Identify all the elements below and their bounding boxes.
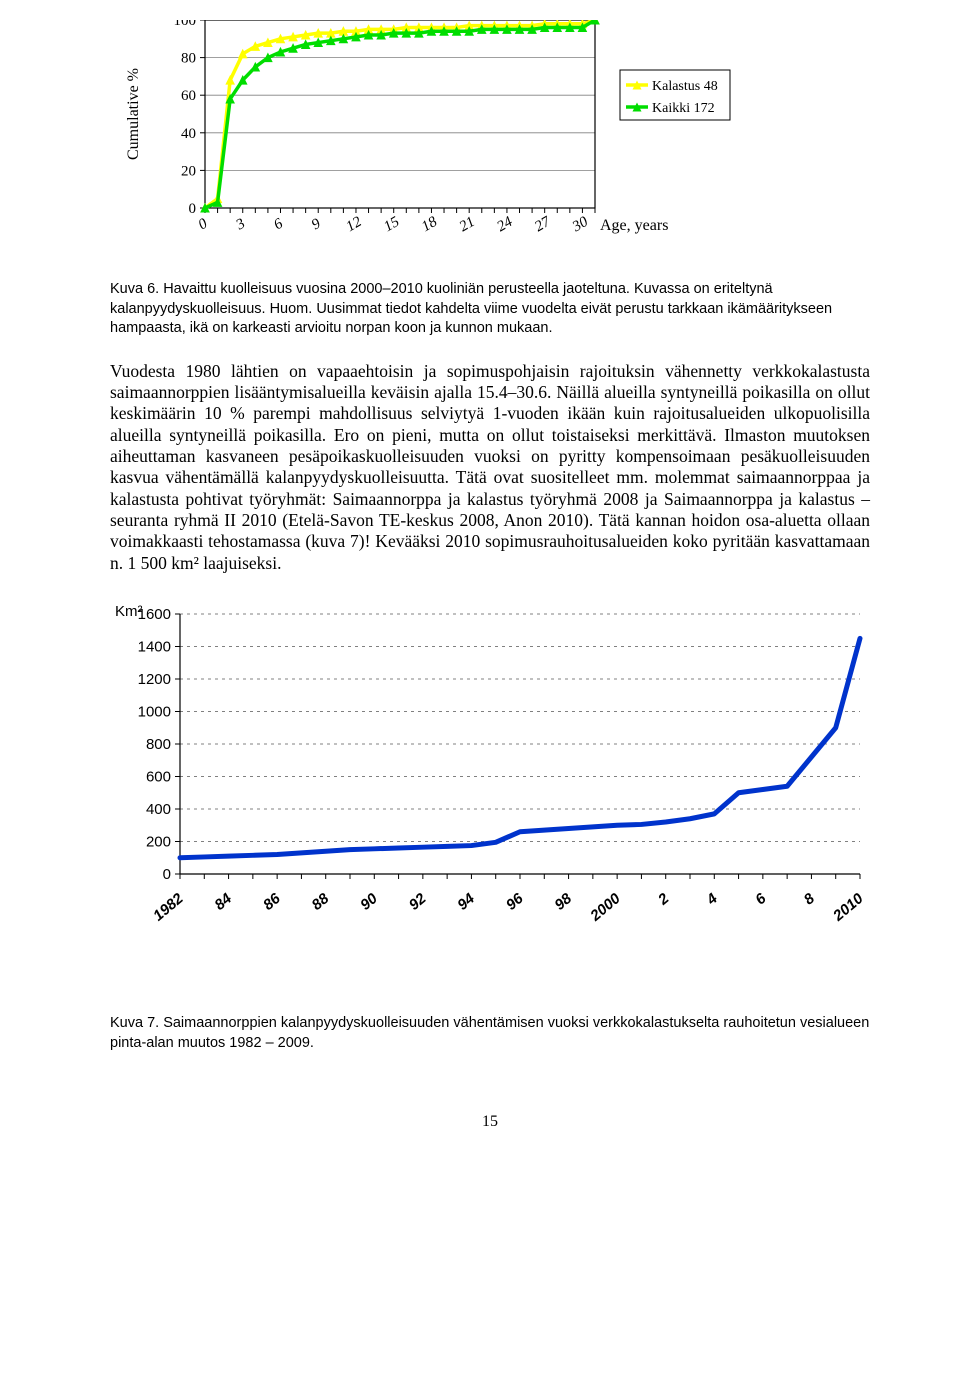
svg-text:Kaikki 172: Kaikki 172 [652, 101, 715, 116]
svg-text:200: 200 [146, 834, 171, 851]
svg-text:8: 8 [801, 890, 819, 909]
svg-text:94: 94 [454, 890, 478, 914]
svg-text:0: 0 [163, 866, 171, 883]
svg-text:6: 6 [752, 890, 770, 909]
svg-text:98: 98 [551, 890, 575, 914]
svg-text:27: 27 [532, 213, 554, 235]
svg-text:400: 400 [146, 801, 171, 818]
svg-text:60: 60 [181, 88, 196, 104]
svg-text:80: 80 [181, 51, 196, 67]
svg-text:96: 96 [503, 890, 527, 914]
svg-text:88: 88 [309, 890, 333, 914]
page-number: 15 [110, 1113, 870, 1131]
svg-text:30: 30 [569, 214, 591, 236]
svg-text:Cumulative %: Cumulative % [125, 68, 142, 160]
svg-text:9: 9 [309, 215, 324, 233]
svg-text:3: 3 [233, 216, 248, 234]
caption-kuva-6: Kuva 6. Havaittu kuolleisuus vuosina 200… [110, 280, 870, 339]
svg-text:21: 21 [457, 214, 478, 235]
svg-text:2000: 2000 [586, 890, 624, 926]
svg-text:15: 15 [381, 214, 402, 236]
chart-6-cumulative-mortality: 0 20 40 60 80 100 0 3 6 9 12 15 18 21 24 27 30 Cumulative… [120, 20, 700, 250]
svg-text:18: 18 [419, 214, 440, 236]
caption-label: Kuva 7. [110, 1015, 159, 1031]
svg-text:1400: 1400 [138, 639, 171, 656]
svg-text:6: 6 [271, 215, 286, 233]
svg-text:86: 86 [260, 890, 284, 914]
svg-text:1200: 1200 [138, 671, 171, 688]
chart-6-svg: 0 20 40 60 80 100 0 3 6 9 12 15 18 21 24 27 30 Cumulative… [120, 20, 740, 250]
caption-label: Kuva 6. [110, 281, 159, 297]
svg-text:2: 2 [654, 890, 673, 909]
svg-text:1600: 1600 [138, 606, 171, 623]
svg-text:4: 4 [703, 890, 722, 909]
svg-text:600: 600 [146, 769, 171, 786]
svg-text:20: 20 [181, 163, 196, 179]
svg-text:Age, years: Age, years [600, 217, 668, 234]
svg-text:24: 24 [494, 214, 515, 236]
svg-text:92: 92 [406, 890, 430, 914]
svg-text:0: 0 [196, 215, 211, 233]
svg-text:1982: 1982 [150, 890, 187, 925]
svg-text:1000: 1000 [138, 704, 171, 721]
caption-kuva-7: Kuva 7. Saimaannorppien kalanpyydyskuoll… [110, 1014, 870, 1053]
svg-text:12: 12 [343, 214, 364, 236]
caption-text: Havaittu kuolleisuus vuosina 2000–2010 k… [110, 281, 832, 336]
chart-7-svg: Km²0200400600800100012001400160019828486… [110, 604, 890, 944]
body-paragraph: Vuodesta 1980 lähtien on vapaaehtoisin j… [110, 361, 870, 574]
svg-text:100: 100 [174, 20, 197, 29]
svg-text:2010: 2010 [829, 890, 867, 926]
svg-text:0: 0 [189, 201, 197, 217]
svg-text:Kalastus 48: Kalastus 48 [652, 79, 718, 94]
caption-text: Saimaannorppien kalanpyydyskuolleisuuden… [110, 1015, 869, 1051]
svg-text:84: 84 [211, 890, 235, 914]
svg-text:90: 90 [357, 890, 381, 914]
chart-7-protected-area: Km²0200400600800100012001400160019828486… [110, 604, 870, 944]
svg-text:40: 40 [181, 126, 196, 142]
svg-text:800: 800 [146, 736, 171, 753]
